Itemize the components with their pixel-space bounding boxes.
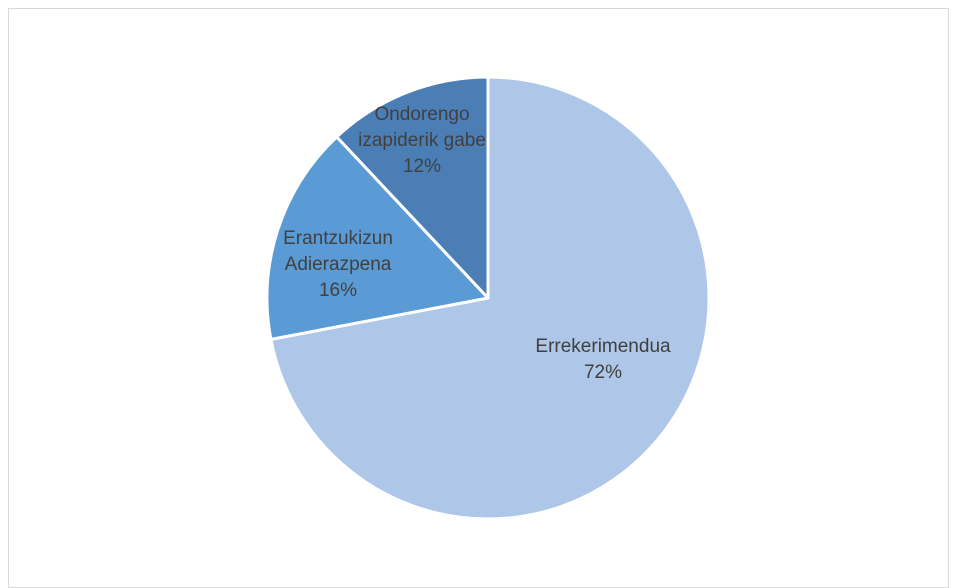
- slice-label-2: Erantzukizun Adierazpena 16%: [283, 228, 393, 301]
- slice-category-text: Ondorengo: [374, 104, 469, 125]
- slice-category-text: Adierazpena: [285, 254, 392, 275]
- pie-slice-3: [335, 75, 490, 300]
- slice-percent: 12%: [403, 156, 441, 177]
- slice-category-text: Erantzukizun: [283, 228, 393, 249]
- slice-percent: 72%: [584, 362, 622, 383]
- pie-slice-1: [269, 75, 711, 521]
- slice-percent: 16%: [319, 280, 357, 301]
- slice-category-text: Errekerimendua: [535, 336, 671, 357]
- slice-label-3: Ondorengo izapiderik gabe 12%: [358, 104, 486, 177]
- pie-slice-2: [265, 135, 490, 341]
- slice-category-text: izapiderik gabe: [358, 130, 486, 151]
- slice-label-1: Errekerimendua 72%: [535, 336, 671, 383]
- pie-labels: Errekerimendua 72% Erantzukizun Adierazpena…: [283, 104, 671, 383]
- pie-slices: [265, 75, 711, 521]
